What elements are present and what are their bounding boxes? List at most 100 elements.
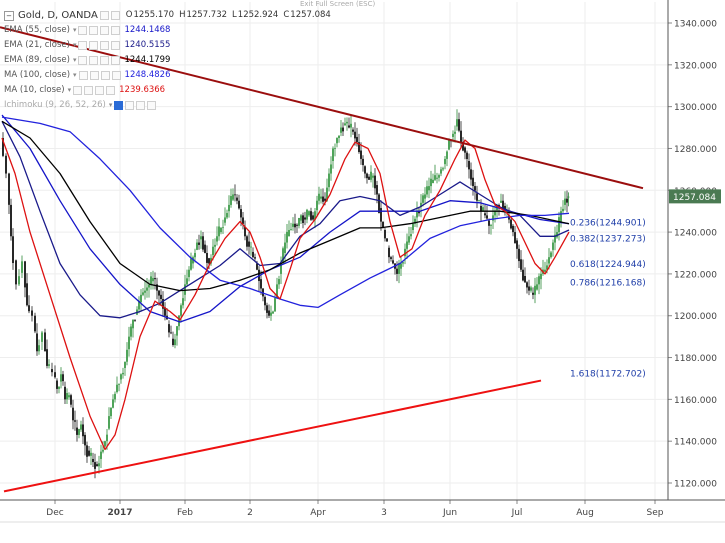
trendline-resistance: [0, 26, 644, 190]
settings-icon[interactable]: [89, 26, 99, 35]
indicator-name: MA (10, close): [4, 85, 65, 95]
settings-icon[interactable]: [84, 86, 94, 95]
x-tick-label: 2017: [107, 508, 132, 518]
candle-body: [41, 332, 43, 342]
x-tick-label: Aug: [576, 508, 594, 518]
eye-icon[interactable]: [78, 26, 88, 35]
dropdown-icon[interactable]: ▾: [72, 26, 77, 34]
candle-body: [344, 123, 346, 126]
candle-body: [106, 434, 108, 442]
candle-body: [388, 247, 390, 258]
candle-body: [300, 215, 302, 221]
candle-body: [292, 223, 294, 227]
candle-body: [220, 227, 222, 233]
candle-body: [36, 333, 38, 352]
y-tick-label: 1280.000: [674, 145, 717, 155]
candle-body: [60, 374, 62, 382]
y-tick-label: 1320.000: [674, 61, 717, 71]
eye-icon[interactable]: [114, 101, 124, 110]
candle-body: [318, 193, 320, 201]
more-icon[interactable]: [111, 71, 121, 80]
compare-icon[interactable]: [110, 11, 120, 20]
indicator-row[interactable]: EMA (89, close) ▾ 1244.1799: [4, 53, 336, 68]
indicator-value: 1248.4826: [124, 70, 171, 80]
dropdown-icon[interactable]: ▾: [72, 56, 77, 64]
candle-body: [466, 152, 468, 160]
indicator-name: Ichimoku (9, 26, 52, 26): [4, 100, 106, 110]
delete-icon[interactable]: [95, 86, 105, 95]
dropdown-icon[interactable]: ▾: [73, 71, 77, 79]
candle-body: [554, 234, 556, 243]
candle-body: [552, 242, 554, 250]
candle-body: [270, 312, 272, 316]
candle-body: [8, 173, 10, 205]
candle-body: [426, 186, 428, 195]
candle-body: [222, 227, 224, 229]
eye-icon[interactable]: [78, 41, 88, 50]
candle-body: [456, 119, 458, 127]
more-icon[interactable]: [147, 101, 157, 110]
candle-body: [510, 219, 512, 229]
candle-body: [400, 263, 402, 269]
candle-body: [138, 300, 140, 310]
delete-icon[interactable]: [100, 41, 110, 50]
candle-body: [454, 131, 456, 134]
settings-icon[interactable]: [125, 101, 135, 110]
last-price-label: 1257.084: [673, 193, 716, 203]
candle-body: [51, 369, 53, 373]
delete-icon[interactable]: [100, 56, 110, 65]
symbol-row: − Gold, D, OANDA O1255.170 H1257.732 L1252…: [4, 8, 336, 23]
eye-icon[interactable]: [78, 71, 88, 80]
candle-body: [472, 177, 474, 187]
candle-body: [534, 285, 536, 295]
eye-icon[interactable]: [78, 56, 88, 65]
more-icon[interactable]: [106, 86, 116, 95]
indicator-row[interactable]: MA (100, close) ▾ 1248.4826: [4, 68, 336, 83]
candle-body: [88, 450, 90, 456]
indicator-row[interactable]: MA (10, close) ▾ 1239.6366: [4, 83, 336, 98]
indicator-value: 1240.5155: [124, 40, 171, 50]
eye-icon[interactable]: [73, 86, 83, 95]
candle-body: [110, 407, 112, 417]
more-icon[interactable]: [111, 26, 121, 35]
more-icon[interactable]: [111, 41, 121, 50]
indicator-row[interactable]: Ichimoku (9, 26, 52, 26) ▾: [4, 98, 336, 113]
candle-body: [512, 225, 514, 233]
indicator-row[interactable]: EMA (55, close) ▾ 1244.1468: [4, 23, 336, 38]
settings-icon[interactable]: [89, 71, 99, 80]
more-icon[interactable]: [111, 56, 121, 65]
exit-fullscreen-hint[interactable]: Exit Full Screen (ESC): [300, 0, 376, 8]
settings-icon[interactable]: [89, 56, 99, 65]
delete-icon[interactable]: [100, 71, 110, 80]
candle-body: [134, 319, 136, 321]
candle-body: [15, 260, 17, 285]
indicator-row[interactable]: EMA (21, close) ▾ 1240.5155: [4, 38, 336, 53]
candle-body: [446, 151, 448, 159]
candle-body: [372, 175, 374, 178]
candle-body: [104, 441, 106, 447]
candle-body: [162, 299, 164, 309]
candle-body: [548, 257, 550, 264]
collapse-icon[interactable]: −: [4, 10, 14, 21]
candle-body: [84, 434, 86, 446]
candle-body: [31, 310, 33, 316]
delete-icon[interactable]: [100, 26, 110, 35]
delete-icon[interactable]: [136, 101, 146, 110]
x-tick-label: Jun: [442, 508, 457, 518]
candle-body: [528, 286, 530, 291]
candle-body: [68, 395, 70, 398]
candle-body: [386, 238, 388, 242]
candle-body: [514, 232, 516, 244]
y-tick-label: 1240.000: [674, 229, 717, 239]
dropdown-icon[interactable]: ▾: [72, 41, 77, 49]
candle-body: [380, 208, 382, 222]
settings-icon[interactable]: [99, 11, 109, 20]
candle-body: [100, 451, 102, 459]
dropdown-icon[interactable]: ▾: [108, 101, 113, 109]
settings-icon[interactable]: [89, 41, 99, 50]
candle-body: [304, 217, 306, 220]
dropdown-icon[interactable]: ▾: [67, 86, 72, 94]
candle-body: [488, 220, 490, 226]
